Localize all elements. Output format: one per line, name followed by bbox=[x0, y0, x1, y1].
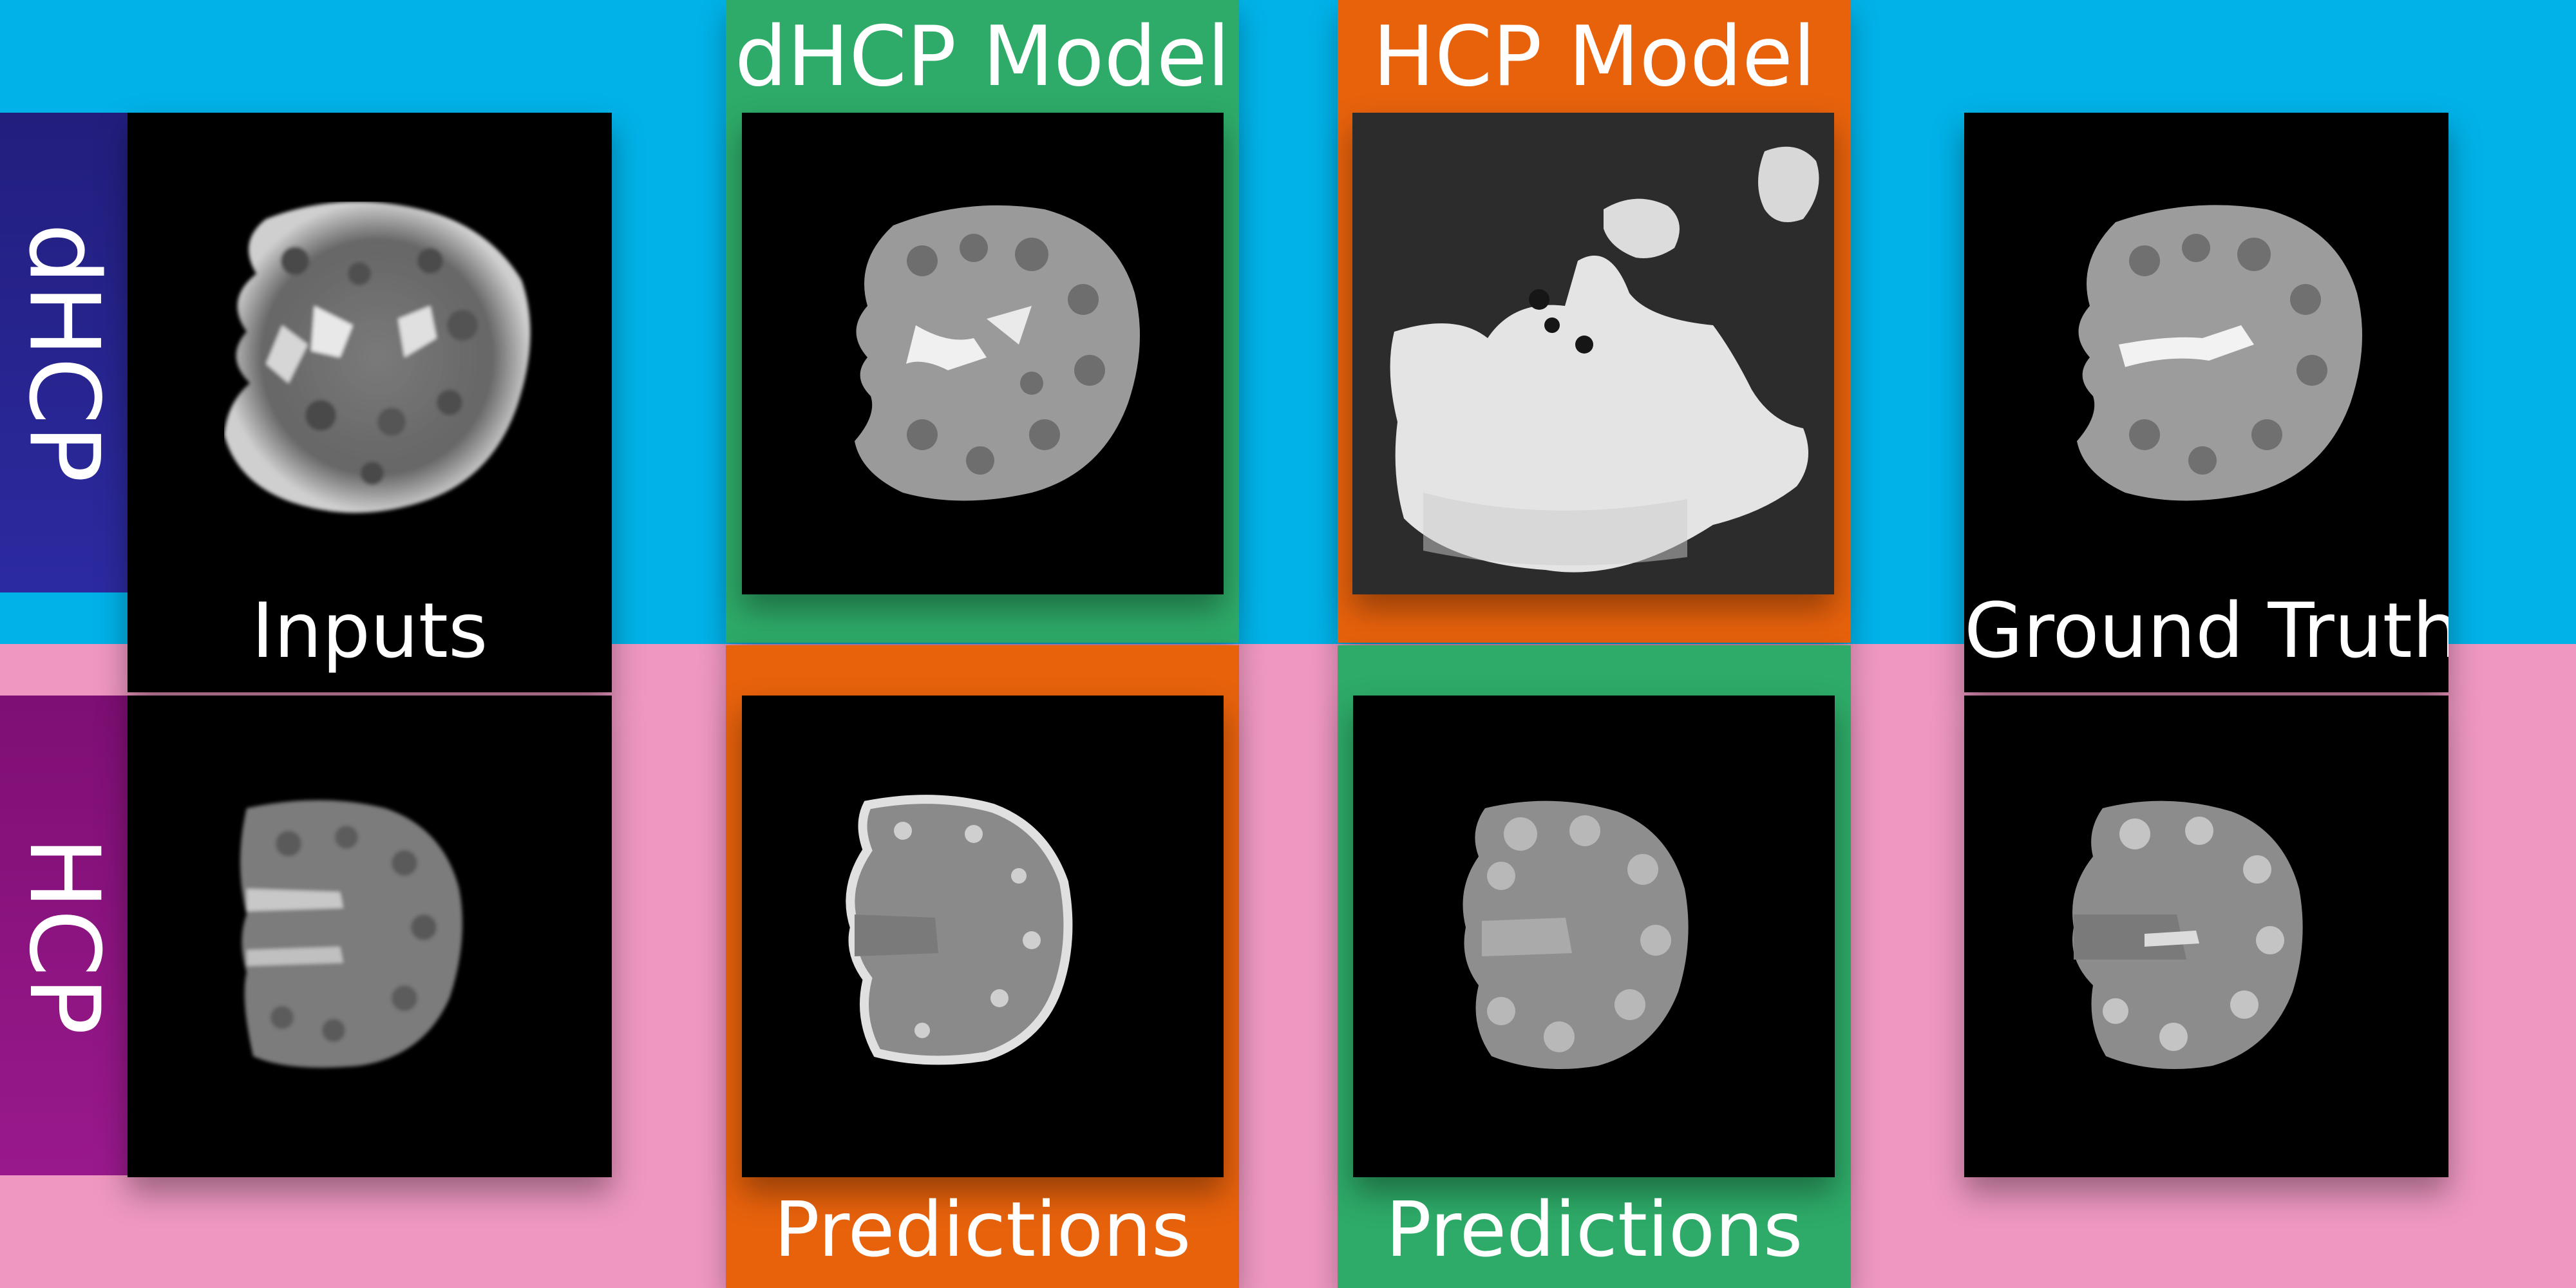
input-hcp-image bbox=[128, 696, 612, 1177]
row-label-dhcp: dHCP bbox=[0, 113, 128, 592]
dhcp-model-dhcp-prediction-image bbox=[742, 113, 1224, 594]
dhcp-model-hcp-prediction-image bbox=[742, 696, 1224, 1177]
hcp-model-header: HCP Model bbox=[1372, 9, 1816, 105]
dhcp-model-header: dHCP Model bbox=[734, 9, 1231, 105]
row-label-hcp: HCP bbox=[0, 696, 128, 1175]
row-label-dhcp-text: dHCP bbox=[8, 222, 120, 483]
ground-truth-hcp-image bbox=[1964, 696, 2448, 1177]
inputs-label: Inputs bbox=[251, 586, 488, 675]
ground-truth-label: Ground Truth bbox=[1964, 586, 2448, 675]
ground-truth-dhcp-image: Ground Truth bbox=[1964, 113, 2448, 692]
hcp-model-dhcp-prediction-image bbox=[1352, 113, 1834, 594]
hcp-model-predictions-label: Predictions bbox=[1385, 1185, 1803, 1274]
row-label-hcp-text: HCP bbox=[8, 836, 120, 1035]
hcp-model-hcp-prediction-image bbox=[1353, 696, 1835, 1177]
input-dhcp-image: Inputs bbox=[128, 113, 612, 692]
dhcp-model-predictions-label: Predictions bbox=[773, 1185, 1191, 1274]
